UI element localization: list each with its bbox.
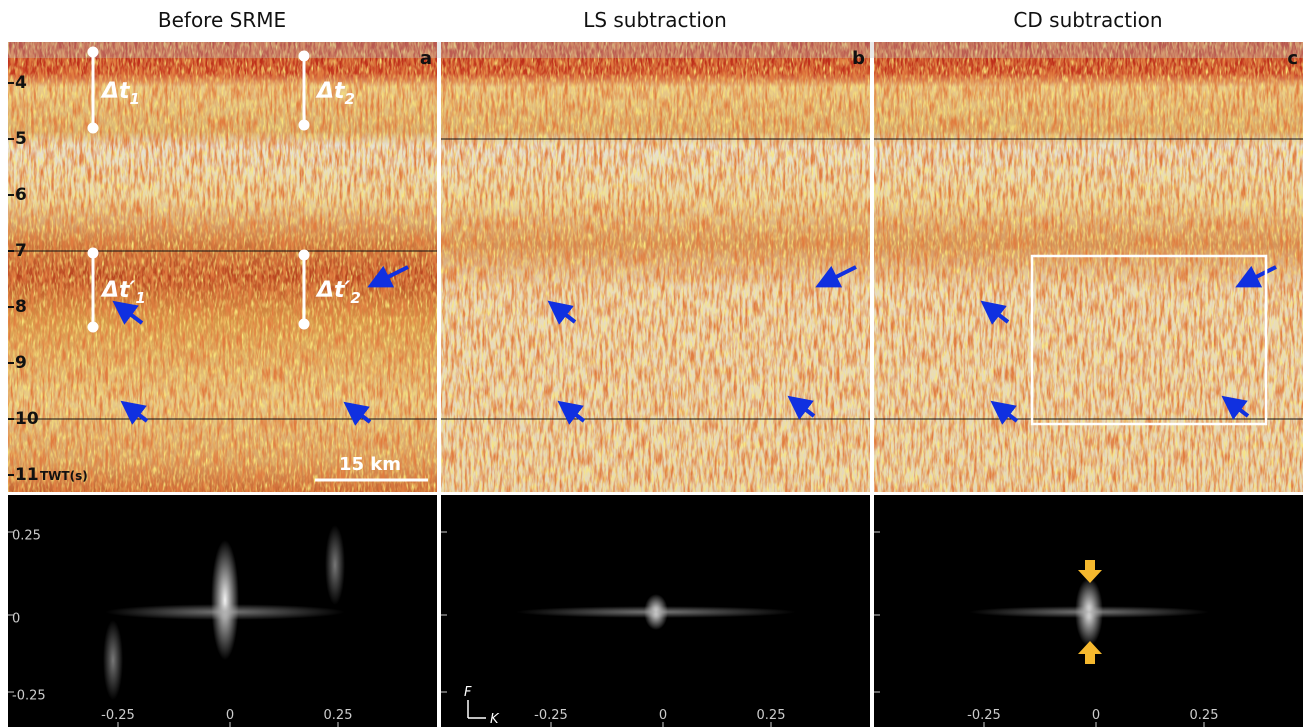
k-axis-label: K: [490, 712, 500, 727]
k-tick-label: 0.25: [757, 708, 786, 723]
panel-title: Before SRME: [158, 8, 286, 32]
panel-title: CD subtraction: [1013, 8, 1162, 32]
depth-label: 5: [15, 129, 27, 149]
delta-t-sub: 1: [130, 90, 140, 108]
f-tick-label: 0: [12, 612, 20, 627]
top-band: [8, 42, 1303, 58]
k-tick-label: 0.25: [324, 708, 353, 723]
k-tick-label: -0.25: [101, 708, 135, 723]
panel-letter: a: [420, 48, 432, 69]
divider: [870, 42, 874, 727]
panels: [8, 42, 1303, 727]
delta-t-base: Δt′: [315, 278, 351, 303]
figure: Before SRME a -0.25 0 0.25 LS subtraction b -0.…: [0, 0, 1304, 727]
delta-t-sub: 1: [135, 289, 145, 307]
delta-t-base: Δt: [100, 79, 131, 104]
f-tick-label: -0.25: [12, 689, 46, 704]
depth-label: 10: [15, 409, 39, 429]
depth-label: 6: [15, 185, 27, 205]
depth-label: 7: [15, 241, 27, 261]
panel-letter: c: [1287, 48, 1298, 69]
f-tick-label: 0.25: [12, 529, 41, 544]
delta-t-base: Δt: [315, 79, 346, 104]
depth-label: 8: [15, 297, 27, 317]
depth-label: 11: [15, 465, 39, 485]
divider: [437, 42, 441, 727]
depth-axis-label: TWT(s): [40, 469, 88, 483]
k-tick-label: -0.25: [967, 708, 1001, 723]
depth-label: 4: [15, 73, 27, 93]
scale-bar-label: 15 km: [339, 454, 401, 475]
k-tick-label: 0: [659, 708, 667, 723]
f-axis-label: F: [464, 685, 472, 700]
delta-t-sub: 2: [350, 289, 360, 307]
delta-t-base: Δt′: [100, 278, 136, 303]
delta-t-sub: 2: [345, 90, 355, 108]
panel-letter: b: [852, 48, 865, 69]
k-tick-label: -0.25: [534, 708, 568, 723]
k-tick-label: 0.25: [1190, 708, 1219, 723]
depth-label: 9: [15, 353, 27, 373]
k-tick-label: 0: [1092, 708, 1100, 723]
k-tick-label: 0: [226, 708, 234, 723]
panel-title: LS subtraction: [583, 8, 727, 32]
